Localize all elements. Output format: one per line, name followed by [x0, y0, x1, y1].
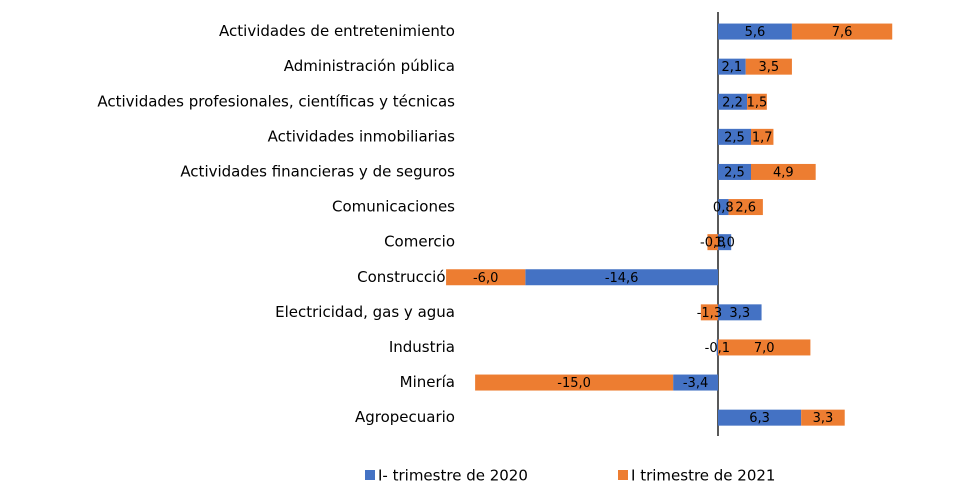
- data-label: 2,6: [735, 201, 756, 216]
- data-label: -0,8: [700, 236, 725, 251]
- bar: [747, 93, 767, 110]
- data-label: 3,5: [758, 60, 779, 75]
- data-label: 2,5: [724, 165, 745, 180]
- bar: [718, 339, 811, 356]
- bar: [700, 304, 718, 321]
- legend-label: I trimestre de 2021: [631, 467, 775, 485]
- data-label: 2,2: [722, 95, 743, 110]
- bar: [728, 199, 763, 216]
- bar: [751, 128, 774, 145]
- y-tick-label: Actividades de entretenimiento: [219, 22, 455, 40]
- y-tick-label: Electricidad, gas y agua: [275, 303, 455, 321]
- data-label: 1,5: [747, 95, 768, 110]
- y-tick-label: Administración pública: [284, 57, 455, 75]
- bar: [718, 23, 792, 40]
- bar: [791, 23, 893, 40]
- y-tick-label: Actividades inmobiliarias: [268, 127, 456, 145]
- bar: [475, 374, 674, 391]
- legend-label: I- trimestre de 2020: [378, 467, 528, 485]
- bar: [745, 58, 792, 75]
- bar: [525, 269, 718, 286]
- y-tick-label: Construcción: [357, 268, 455, 286]
- y-tick-label: Minería: [400, 373, 455, 391]
- bar: [718, 163, 751, 180]
- bar: [718, 93, 748, 110]
- data-label: -1,3: [697, 306, 722, 321]
- legend-swatch: [618, 470, 628, 480]
- data-label: 5,6: [745, 25, 766, 40]
- data-label: 3,3: [813, 411, 834, 426]
- y-tick-label: Comercio: [384, 233, 455, 251]
- y-tick-label: Industria: [389, 338, 455, 356]
- data-label: 2,5: [724, 130, 745, 145]
- data-label: 6,3: [749, 411, 770, 426]
- bar: [718, 234, 732, 251]
- bar: [718, 199, 729, 216]
- data-label: -14,6: [605, 271, 639, 286]
- data-label: -15,0: [557, 376, 591, 391]
- bar: [446, 269, 526, 286]
- y-tick-label: Actividades profesionales, científicas y…: [97, 92, 455, 110]
- data-label: 2,1: [722, 60, 743, 75]
- data-label: 3,3: [729, 306, 750, 321]
- y-tick-label: Actividades financieras y de seguros: [180, 162, 455, 180]
- bar: [751, 163, 816, 180]
- y-tick-label: Comunicaciones: [332, 198, 455, 216]
- data-label: -3,4: [683, 376, 708, 391]
- data-label: -6,0: [473, 271, 498, 286]
- data-label: 0,8: [713, 201, 734, 216]
- legend-swatch: [365, 470, 375, 480]
- data-label: 1,7: [752, 130, 773, 145]
- bar: [718, 58, 746, 75]
- bar: [718, 304, 762, 321]
- bar: [801, 409, 845, 426]
- data-label: 7,0: [754, 341, 775, 356]
- bar: [718, 128, 751, 145]
- y-tick-label: Agropecuario: [355, 408, 455, 426]
- data-label: -0,1: [705, 341, 730, 356]
- bar: [707, 234, 718, 251]
- bar: [673, 374, 718, 391]
- data-label: 4,9: [773, 165, 794, 180]
- bar: [718, 409, 802, 426]
- data-label: 7,6: [832, 25, 853, 40]
- bar: [716, 339, 718, 356]
- data-label: 1,0: [714, 236, 735, 251]
